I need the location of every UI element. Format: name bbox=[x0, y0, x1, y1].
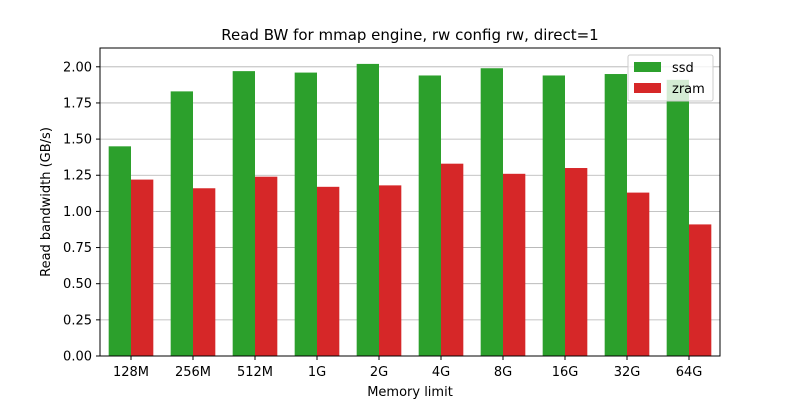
y-tick-label: 2.00 bbox=[63, 60, 92, 75]
x-tick-label: 8G bbox=[494, 365, 512, 380]
y-tick-label: 0.00 bbox=[63, 350, 92, 365]
y-tick-label: 1.00 bbox=[63, 205, 92, 220]
y-tick-label: 0.75 bbox=[63, 241, 92, 256]
x-tick-label: 512M bbox=[237, 365, 273, 380]
y-tick-label: 0.50 bbox=[63, 277, 92, 292]
x-tick-label: 4G bbox=[432, 365, 450, 380]
bars bbox=[108, 63, 712, 357]
bar-zram-16G bbox=[565, 168, 588, 356]
bar-ssd-64G bbox=[666, 79, 689, 357]
x-tick-label: 1G bbox=[308, 365, 326, 380]
y-axis: 0.00 0.25 0.50 0.75 1.00 1.25 1.50 1.75 2.00 bbox=[63, 60, 100, 365]
bar-zram-2G bbox=[379, 185, 402, 356]
x-tick-label: 64G bbox=[676, 365, 703, 380]
x-axis-label: Memory limit bbox=[367, 385, 453, 400]
y-tick-label: 1.25 bbox=[63, 169, 92, 184]
bar-zram-128M bbox=[131, 179, 154, 356]
bar-zram-512M bbox=[255, 176, 278, 356]
y-tick-label: 1.75 bbox=[63, 96, 92, 111]
bar-ssd-8G bbox=[480, 68, 503, 356]
bar-ssd-2G bbox=[356, 63, 379, 357]
legend: ssd zram bbox=[627, 54, 714, 102]
bar-ssd-32G bbox=[604, 74, 627, 356]
x-tick-label: 2G bbox=[370, 365, 388, 380]
plot-frame bbox=[99, 47, 721, 357]
y-tick-label: 0.25 bbox=[63, 313, 92, 328]
x-tick-label: 16G bbox=[552, 365, 579, 380]
bar-zram-8G bbox=[503, 173, 526, 356]
bar-ssd-256M bbox=[170, 91, 193, 356]
x-axis: 128M 256M 512M 1G 2G 4G 8G 16G 32G 64G bbox=[113, 356, 702, 380]
bar-zram-64G bbox=[689, 224, 712, 356]
bar-ssd-128M bbox=[108, 146, 131, 356]
y-tick-label: 1.50 bbox=[63, 133, 92, 148]
bar-ssd-4G bbox=[418, 75, 441, 356]
x-tick-label: 128M bbox=[113, 365, 149, 380]
bar-ssd-512M bbox=[232, 71, 255, 357]
bar-zram-4G bbox=[441, 163, 464, 356]
y-axis-label: Read bandwidth (GB/s) bbox=[39, 127, 54, 277]
x-tick-label: 32G bbox=[614, 365, 641, 380]
bar-zram-1G bbox=[317, 186, 340, 356]
x-tick-label: 256M bbox=[175, 365, 211, 380]
bar-zram-256M bbox=[193, 188, 216, 356]
legend-swatch-ssd bbox=[634, 62, 661, 72]
legend-swatch-zram bbox=[634, 83, 661, 93]
bar-ssd-16G bbox=[542, 75, 565, 356]
legend-label-ssd: ssd bbox=[672, 61, 694, 76]
bar-zram-32G bbox=[627, 192, 650, 356]
chart-title: Read BW for mmap engine, rw config rw, d… bbox=[221, 26, 598, 44]
bar-ssd-1G bbox=[294, 72, 317, 357]
legend-label-zram: zram bbox=[672, 82, 705, 97]
